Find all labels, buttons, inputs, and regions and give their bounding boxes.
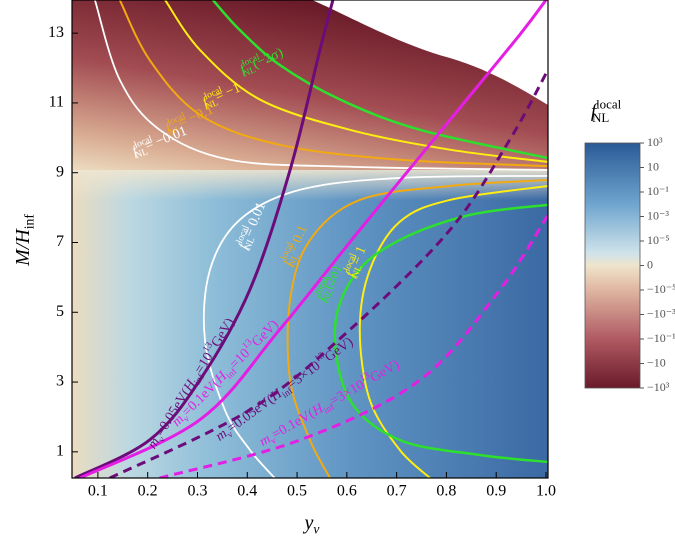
annotation-part: ν: [182, 414, 193, 425]
y-axis-label-part: inf: [22, 214, 37, 230]
y-tick-label: 13: [48, 24, 64, 41]
colorbar-tick-label: −10: [647, 355, 666, 369]
annotation-part: NL: [242, 65, 258, 79]
colorbar-tick-label: −10⁻¹: [647, 331, 675, 345]
colorbar-tick-label: 10³: [647, 135, 663, 149]
annotation-part: NL: [205, 98, 221, 112]
y-axis-label-part: M/H: [12, 228, 34, 267]
colorbar-tick-label: 0: [647, 257, 653, 271]
x-tick-label: 1.0: [536, 483, 556, 500]
plot-frame: [71, 0, 549, 479]
annotation-part: f: [344, 268, 360, 279]
colorbar-tick-label: −10³: [647, 380, 670, 394]
colorbar-tick-label: −10⁻³: [647, 306, 675, 320]
y-tick-label: 9: [56, 163, 64, 180]
annotation-part: f: [201, 95, 213, 111]
curve: [286, 179, 548, 478]
x-axis-label-part: y: [303, 512, 314, 534]
x-tick-label: 0.9: [486, 483, 506, 500]
x-tick-label: 0.4: [237, 483, 257, 500]
curve: [164, 0, 548, 163]
annotation-part: = 1: [349, 244, 370, 267]
heatmap-lower: [72, 170, 548, 478]
annotation: flocalNL= −1: [200, 78, 245, 113]
colorbar-tick-label: −10⁻⁵: [647, 282, 675, 296]
annotation-part: NL: [243, 236, 257, 252]
curve: [109, 69, 548, 478]
annotation-part: 13: [358, 371, 371, 385]
annotation-part: f: [236, 240, 252, 251]
colorbar-tick-label: 10⁻¹: [647, 184, 669, 198]
x-axis-label: yν: [303, 512, 321, 537]
curve: [202, 174, 548, 478]
annotation-part: ν: [270, 436, 279, 447]
x-tick-label: 0.8: [436, 483, 456, 500]
y-tick-label: 1: [56, 443, 64, 460]
x-tick-label: 0.3: [187, 483, 207, 500]
curve: [118, 0, 548, 168]
x-tick-label: 0.1: [88, 483, 108, 500]
y-tick-label: 5: [56, 303, 64, 320]
annotation-part: f: [238, 62, 250, 78]
annotation: flocalNL= 1: [341, 243, 372, 280]
annotation-part: ν: [226, 430, 236, 441]
annotation-part: f: [130, 143, 141, 159]
x-tick-label: 0.6: [337, 483, 357, 500]
curve: [211, 0, 548, 160]
colorbar-tick-label: 10⁻³: [647, 208, 669, 222]
annotation-part: f: [281, 257, 297, 268]
colorbar-label-part: local: [596, 96, 621, 111]
y-axis-label: M/Hinf: [12, 214, 37, 267]
colorbar-tick-label: 10⁻⁵: [647, 233, 670, 247]
annotation-part: NL: [351, 264, 365, 280]
curve: [358, 184, 548, 478]
curve: [94, 0, 548, 171]
x-tick-label: 0.5: [287, 483, 307, 500]
colorbar-label-part: NL: [592, 110, 609, 125]
x-axis-label-part: ν: [313, 522, 320, 537]
x-tick-label: 0.2: [138, 483, 158, 500]
y-tick-label: 3: [56, 373, 64, 390]
curve: [74, 0, 335, 478]
y-tick-label: 11: [49, 94, 64, 111]
curves: [74, 0, 548, 478]
colorbar-label-part: f: [591, 101, 599, 122]
curve: [333, 203, 548, 464]
annotation-part: ν: [157, 435, 168, 445]
annotation-part: f: [164, 121, 176, 137]
annotation-part: NL: [288, 253, 302, 269]
colorbar: [584, 142, 641, 389]
curve: [159, 214, 548, 478]
colorbar-tick-label: 10: [647, 159, 659, 173]
annotation-part: NL: [134, 147, 150, 161]
y-tick-label: 7: [56, 233, 64, 250]
colorbar-label: flocal NL: [591, 96, 622, 125]
x-tick-label: 0.7: [387, 483, 407, 500]
curve: [79, 0, 548, 478]
annotation-part: NL: [168, 124, 184, 138]
